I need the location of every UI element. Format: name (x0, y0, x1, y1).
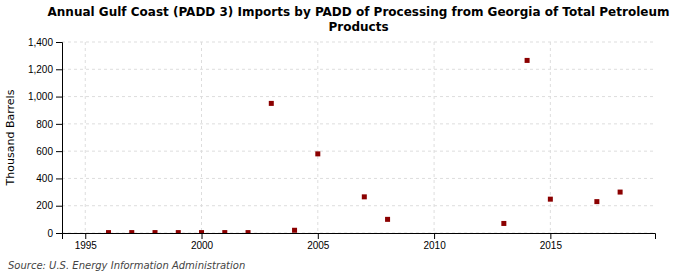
grid-line-y (62, 205, 655, 206)
tick: 2000 (191, 233, 214, 251)
source: Source: U.S. Energy Information Administ… (8, 260, 245, 271)
tick-mark (56, 69, 62, 70)
tick-label: 1,000 (28, 91, 53, 102)
tick: 200 (36, 200, 62, 211)
tick: 2010 (423, 233, 446, 251)
axis-line (56, 43, 63, 234)
tick-mark (434, 233, 435, 239)
grid-line-y (62, 42, 655, 43)
square-marker (594, 199, 599, 204)
tick-mark (56, 233, 62, 234)
grid-line-x (434, 42, 435, 233)
tick: 800 (36, 119, 62, 130)
tick-label: 2015 (540, 240, 563, 251)
square-marker (501, 221, 506, 226)
square-marker (618, 190, 623, 195)
square-marker (246, 230, 251, 233)
grid-line-x (85, 42, 86, 233)
title: Annual Gulf Coast (PADD 3) Imports by PA… (48, 5, 670, 34)
grid-line-y (62, 96, 655, 97)
tick: 400 (36, 173, 62, 184)
tick-mark (85, 233, 86, 239)
square-marker (222, 230, 227, 233)
tick: 0 (47, 228, 62, 239)
square-marker (269, 101, 274, 106)
square-marker (106, 230, 111, 233)
tick: 1,200 (28, 64, 62, 75)
tick: 1995 (75, 233, 98, 251)
tick-label: 2010 (423, 240, 446, 251)
y-axis-label: Thousand Barrels (4, 89, 17, 186)
tick-mark (56, 151, 62, 152)
square-marker (199, 230, 204, 233)
tick-label: 0 (47, 228, 53, 239)
tick-mark (56, 97, 62, 98)
grid-line-y (62, 178, 655, 179)
grid-line-x (550, 42, 551, 233)
axis-line (63, 234, 656, 240)
tick-mark (550, 233, 551, 239)
tick-label: 1995 (75, 240, 98, 251)
x-axis: 1995 2000 2005 2010 2015 (63, 233, 656, 251)
square-marker (385, 217, 390, 222)
tick: 2005 (307, 233, 330, 251)
square-marker (292, 228, 297, 233)
tick-label: 1,200 (28, 64, 53, 75)
tick-label: 800 (36, 119, 53, 130)
points (106, 58, 623, 233)
grid-line-x (201, 42, 202, 233)
tick-label: 600 (36, 146, 53, 157)
tick: 1,400 (28, 37, 62, 48)
tick-mark (318, 233, 319, 239)
tick-mark (56, 124, 62, 125)
grid (62, 42, 655, 233)
tick: 1,000 (28, 91, 62, 102)
tick-label: 400 (36, 173, 53, 184)
square-marker (129, 230, 134, 233)
grid-line-y (62, 151, 655, 152)
y-axis: 0 200 400 600 800 1,000 1,200 1,400 (28, 37, 63, 239)
tick-mark (56, 178, 62, 179)
tick-label: 1,400 (28, 37, 53, 48)
grid-line-y (62, 69, 655, 70)
grid-line-y (62, 123, 655, 124)
tick-mark (56, 42, 62, 43)
grid-line-x (317, 42, 318, 233)
tick-mark (56, 206, 62, 207)
tick-label: 2000 (191, 240, 214, 251)
plot: 1995 2000 2005 2010 2015 0 200 400 600 800 1,000 1,… (28, 37, 656, 251)
tick: 2015 (540, 233, 563, 251)
square-marker (362, 194, 367, 199)
tick-label: 2005 (307, 240, 330, 251)
tick: 600 (36, 146, 62, 157)
chart: 1995 2000 2005 2010 2015 0 200 400 600 800 1,000 1,… (0, 0, 675, 275)
square-marker (176, 230, 181, 233)
tick-mark (202, 233, 203, 239)
square-marker (548, 197, 553, 202)
square-marker (525, 58, 530, 63)
tick-label: 200 (36, 200, 53, 211)
square-marker (153, 230, 158, 233)
square-marker (315, 151, 320, 156)
